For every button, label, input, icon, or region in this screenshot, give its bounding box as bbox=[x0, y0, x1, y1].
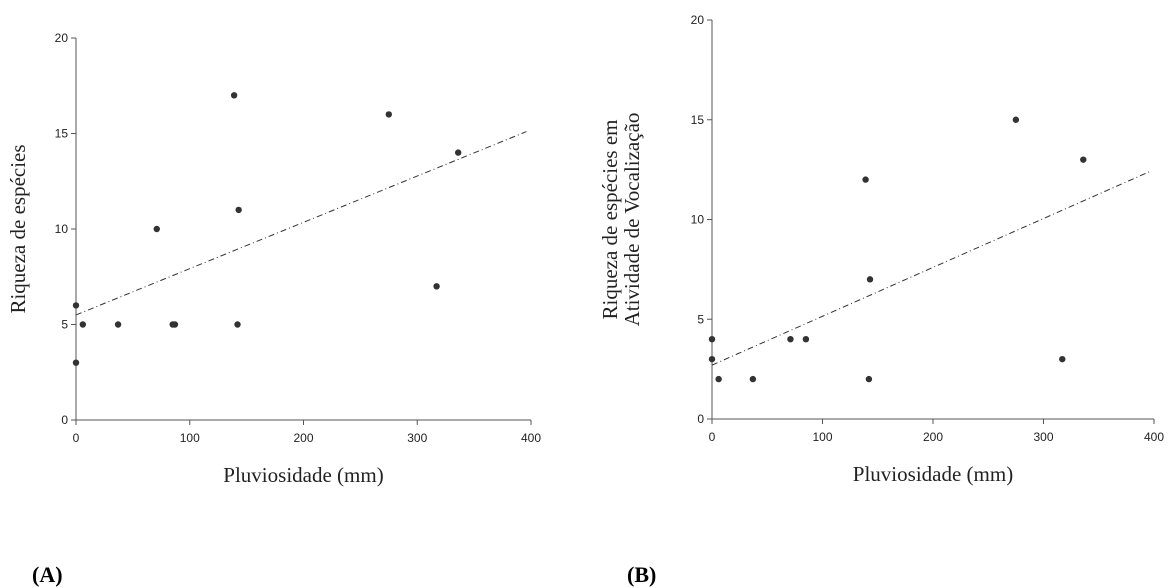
chart-b: 0 100 200 300 400 0 5 10 15 20 Pluviosidade (mm) Ri… bbox=[598, 13, 1164, 486]
y-tick-label: 5 bbox=[697, 312, 704, 326]
data-point bbox=[234, 321, 241, 328]
y-tick-label: 20 bbox=[55, 31, 69, 45]
data-point bbox=[749, 375, 757, 383]
x-tick-label: 100 bbox=[180, 431, 200, 445]
data-point bbox=[787, 336, 794, 343]
x-tick-label: 0 bbox=[73, 431, 80, 445]
data-point bbox=[802, 336, 810, 343]
x-tick-label: 0 bbox=[709, 430, 716, 444]
data-point bbox=[715, 375, 722, 383]
x-tick-label: 300 bbox=[407, 431, 427, 445]
panel-label-a: (A) bbox=[32, 562, 63, 587]
data-point bbox=[235, 206, 242, 214]
x-tick-label: 400 bbox=[521, 431, 541, 445]
data-point bbox=[153, 225, 160, 233]
trendline bbox=[75, 131, 527, 316]
y-tick-label: 10 bbox=[55, 222, 69, 236]
trendline bbox=[711, 171, 1150, 366]
data-point bbox=[79, 321, 87, 328]
data-point bbox=[1080, 156, 1087, 163]
data-point bbox=[72, 359, 80, 366]
data-point bbox=[862, 176, 869, 183]
y-tick-label: 15 bbox=[55, 127, 69, 141]
x-tick-label: 200 bbox=[923, 430, 943, 444]
y-axis-title: Riqueza de espécies em bbox=[598, 120, 622, 320]
chart-a: 0 100 200 300 400 0 5 10 15 20 Pluviosidade (mm) Ri… bbox=[6, 31, 541, 487]
y-tick-label: 20 bbox=[691, 13, 705, 27]
x-tick-label: 200 bbox=[293, 431, 313, 445]
y-tick-label: 15 bbox=[691, 113, 705, 127]
panel-label-b: (B) bbox=[627, 562, 657, 587]
x-axis-title: Pluviosidade (mm) bbox=[223, 463, 383, 487]
x-tick-label: 300 bbox=[1033, 430, 1053, 444]
data-point bbox=[865, 375, 873, 383]
data-point bbox=[1059, 355, 1066, 363]
data-point bbox=[171, 321, 179, 328]
x-tick-label: 400 bbox=[1144, 430, 1164, 444]
y-tick-label: 0 bbox=[697, 412, 704, 426]
y-tick-label: 5 bbox=[61, 318, 68, 332]
data-point bbox=[114, 321, 122, 328]
data-point bbox=[708, 336, 716, 343]
y-axis-title: Riqueza de espécies bbox=[6, 144, 30, 313]
y-axis-title: Atividade de Vocalização bbox=[620, 113, 644, 327]
data-point bbox=[708, 355, 716, 363]
data-point bbox=[1012, 116, 1020, 123]
data-point bbox=[72, 302, 80, 309]
data-point bbox=[455, 149, 462, 156]
y-tick-label: 0 bbox=[61, 413, 68, 427]
data-point bbox=[866, 276, 874, 283]
data-point bbox=[385, 111, 393, 118]
data-point bbox=[433, 283, 440, 290]
x-axis-title: Pluviosidade (mm) bbox=[853, 462, 1013, 486]
data-point bbox=[230, 92, 238, 99]
y-tick-label: 10 bbox=[691, 213, 705, 227]
x-tick-label: 100 bbox=[812, 430, 832, 444]
